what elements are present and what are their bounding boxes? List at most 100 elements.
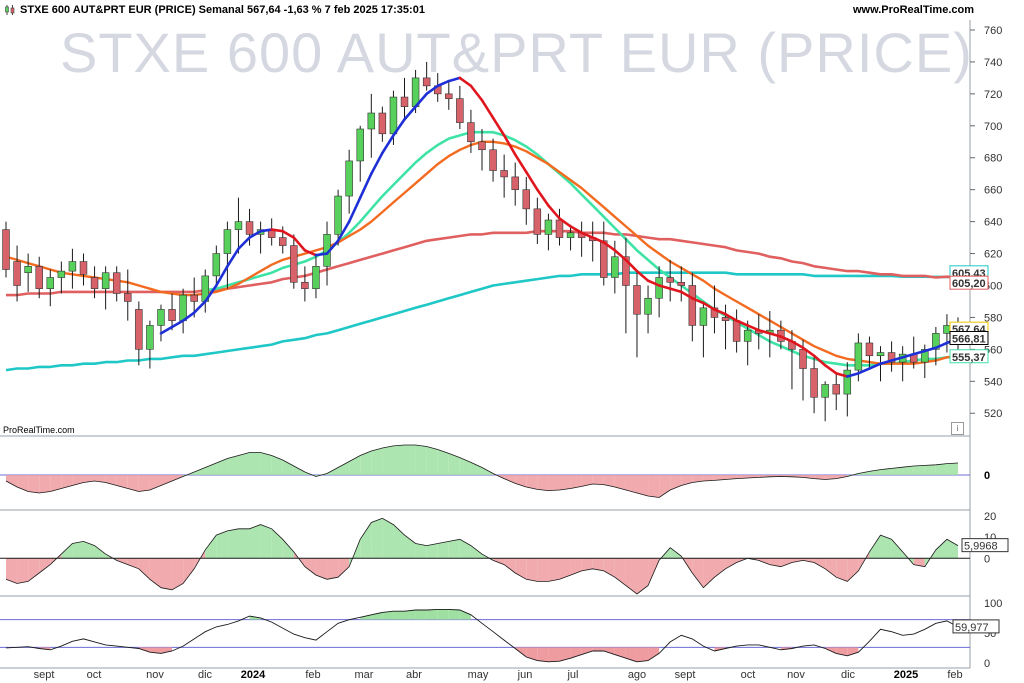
osc2-fill <box>714 558 726 578</box>
ma-fast-segment <box>823 364 838 375</box>
osc2-fill <box>470 545 482 559</box>
osc1-fill <box>946 463 958 475</box>
osc1-fill <box>891 467 903 475</box>
osc1-fill <box>913 465 925 475</box>
info-icon[interactable]: i <box>951 422 964 435</box>
osc1-fill <box>227 455 239 475</box>
osc1-fill <box>205 463 217 475</box>
candle-up <box>57 270 66 278</box>
candle-down <box>666 277 674 283</box>
osc1-fill <box>537 475 549 491</box>
ma-fast-segment <box>392 118 406 137</box>
ma-fast-segment <box>336 220 351 243</box>
candle-down <box>79 261 88 275</box>
ma-fast-segment <box>558 217 572 228</box>
candle-down <box>422 77 431 87</box>
osc2-fill <box>282 539 294 559</box>
candle-up <box>821 384 829 398</box>
candle-up <box>157 309 165 326</box>
osc3-y-label: 0 <box>984 658 990 670</box>
candle-down <box>245 221 254 235</box>
candle-up <box>212 253 221 277</box>
price-label-box <box>949 349 989 364</box>
price-label-text: 566,81 <box>952 333 986 345</box>
osc1-fill <box>371 448 383 475</box>
candle-up <box>223 229 232 254</box>
ma-fast-segment <box>779 335 794 343</box>
ma-fast-segment <box>646 279 661 287</box>
price-label-3: 566,81 <box>949 330 989 345</box>
osc3-fill-over <box>426 609 438 620</box>
x-axis-label: feb <box>305 669 320 681</box>
x-axis-label: oct <box>741 669 756 681</box>
ma-fast-segment <box>768 332 783 338</box>
osc2-fill <box>935 539 947 559</box>
osc1-fill <box>814 475 826 480</box>
site-link[interactable]: www.ProRealTime.com <box>852 4 974 16</box>
osc2-fill <box>138 558 150 580</box>
price-label-4: 555,37 <box>949 349 989 364</box>
osc1-fill <box>924 464 936 475</box>
osc2-fill <box>183 558 195 584</box>
osc2-fill <box>504 558 516 573</box>
osc3-fill-under <box>847 647 859 656</box>
osc1-fill <box>260 452 272 475</box>
osc2-fill <box>404 535 416 559</box>
osc2-fill <box>116 558 128 565</box>
osc2-fill <box>603 558 615 578</box>
candle-down <box>135 309 143 350</box>
x-axis-label: may <box>468 669 489 681</box>
ma-fast-segment <box>491 116 506 137</box>
osc3-fill-over <box>459 610 471 620</box>
osc3-fill-under <box>636 647 649 662</box>
osc2-fill <box>614 558 626 586</box>
osc2-fill <box>94 545 106 559</box>
osc1-fill <box>736 475 748 479</box>
y-axis-label: 740 <box>984 57 1002 69</box>
ma-fast-segment <box>624 258 639 273</box>
osc1-line <box>5 444 959 498</box>
ma-fast-segment <box>912 349 927 356</box>
osc2-fill <box>703 558 715 588</box>
candle-up <box>611 256 619 278</box>
osc2-fill <box>869 535 881 559</box>
candle-down <box>2 229 10 270</box>
osc1-fill <box>61 475 73 489</box>
osc3-fill-under <box>149 647 161 654</box>
ma-fast-segment <box>181 311 196 322</box>
osc2-fill <box>360 522 372 559</box>
ma-fast-segment <box>724 312 738 322</box>
candle-up <box>24 266 32 274</box>
osc2-fill <box>371 518 383 559</box>
candle-down <box>478 141 486 151</box>
ma-fast-segment <box>248 229 262 239</box>
x-axis-label: ago <box>628 669 646 681</box>
osc1-fill <box>393 445 405 475</box>
ma-fast-segment <box>502 134 517 156</box>
candle-up <box>101 272 110 289</box>
osc2-fill <box>537 558 549 582</box>
osc1-fill <box>382 445 394 475</box>
osc2-fill <box>515 558 527 580</box>
osc1-fill <box>28 475 40 493</box>
osc1-fill <box>548 475 560 491</box>
candle-down <box>301 281 309 289</box>
osc1-fill <box>426 446 438 475</box>
x-axis-label: abr <box>406 669 422 681</box>
candle-down <box>710 307 719 318</box>
y-axis-label: 600 <box>984 280 1002 292</box>
osc2-fill <box>636 558 649 594</box>
ma-fast-segment <box>812 354 827 367</box>
ma-fast-segment <box>834 372 849 378</box>
osc1-fill <box>725 475 737 480</box>
osc2-fill <box>780 558 792 567</box>
candle-up <box>544 219 553 235</box>
osc2-fill <box>559 558 571 580</box>
candle-down <box>378 112 387 135</box>
x-axis-label: nov <box>146 669 164 681</box>
ma-fast-segment <box>746 324 761 332</box>
osc2-fill <box>238 528 250 559</box>
ma-fast-segment <box>801 346 816 358</box>
ma-fast-segment <box>381 134 395 155</box>
